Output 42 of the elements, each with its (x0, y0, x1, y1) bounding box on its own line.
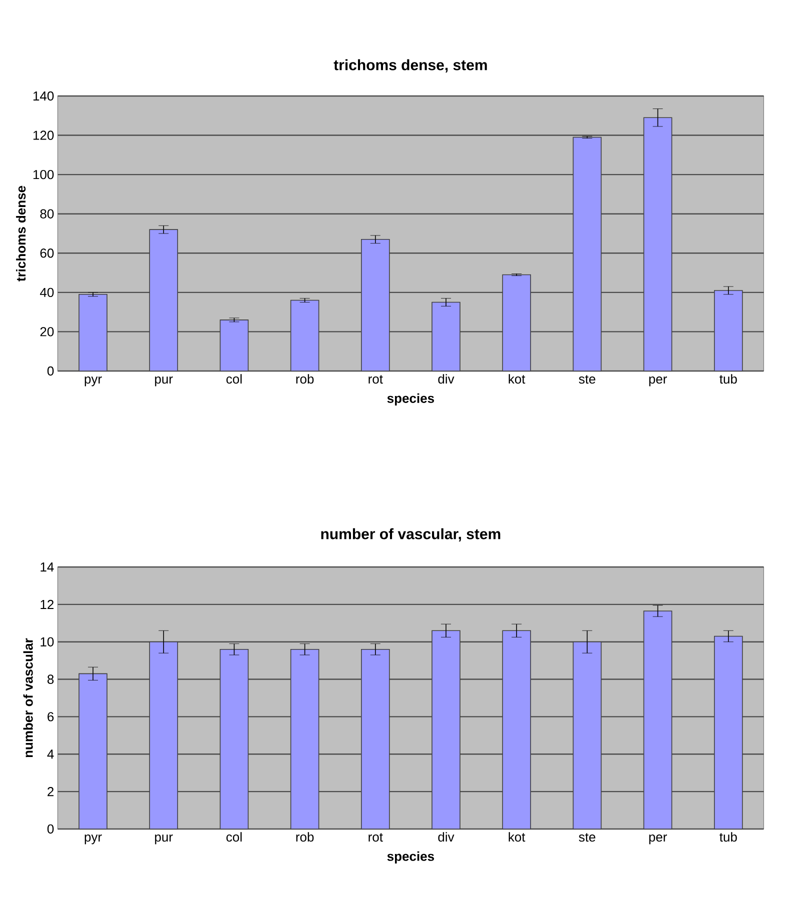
y-tick-label: 4 (47, 750, 54, 759)
x-tick-label: rob (296, 374, 314, 384)
x-tick-label: pur (155, 834, 173, 844)
y-tick-label: 140 (33, 91, 54, 101)
x-axis-title: species (387, 851, 434, 864)
x-tick-label: pyr (84, 376, 102, 386)
x-tick-label: rob (296, 832, 314, 842)
chart-title: number of vascular, stem (321, 528, 500, 542)
y-axis-title: number of vascular (23, 638, 33, 758)
y-tick-label: 6 (48, 712, 54, 722)
y-axis-title: trichoms dense (16, 186, 26, 282)
x-tick-label: div (438, 374, 454, 384)
y-tick-label: 60 (40, 248, 54, 258)
x-axis-title: species (387, 393, 434, 406)
y-tick-label: 80 (40, 209, 54, 218)
x-tick-label: kot (508, 374, 526, 384)
y-tick-label: 2 (48, 787, 54, 796)
x-tick-label: ste (578, 375, 596, 384)
x-tick-label: ste (578, 833, 596, 842)
x-tick-label: rot (368, 833, 383, 842)
y-tick-label: 120 (33, 130, 54, 140)
y-tick-label: 8 (48, 674, 54, 684)
chart-title: trichoms dense, stem (334, 59, 487, 72)
y-tick-label: 0 (47, 366, 54, 376)
y-tick-label: 100 (33, 170, 54, 180)
x-tick-label: div (438, 832, 454, 842)
x-tick-label: pur (155, 376, 173, 386)
y-tick-label: 14 (40, 562, 54, 572)
x-tick-label: tub (720, 374, 737, 384)
y-tick-label: 10 (40, 637, 54, 646)
x-tick-label: col (226, 374, 242, 384)
x-tick-label: rot (368, 375, 383, 384)
x-tick-label: per (649, 376, 667, 386)
x-tick-label: kot (508, 832, 526, 842)
x-tick-label: col (226, 832, 242, 842)
y-tick-label: 0 (47, 824, 54, 834)
y-tick-label: 20 (40, 327, 54, 336)
x-tick-label: tub (720, 832, 737, 842)
y-tick-label: 12 (40, 600, 54, 609)
y-tick-label: 40 (40, 288, 54, 298)
x-tick-label: per (649, 834, 667, 844)
x-tick-label: pyr (84, 834, 102, 844)
